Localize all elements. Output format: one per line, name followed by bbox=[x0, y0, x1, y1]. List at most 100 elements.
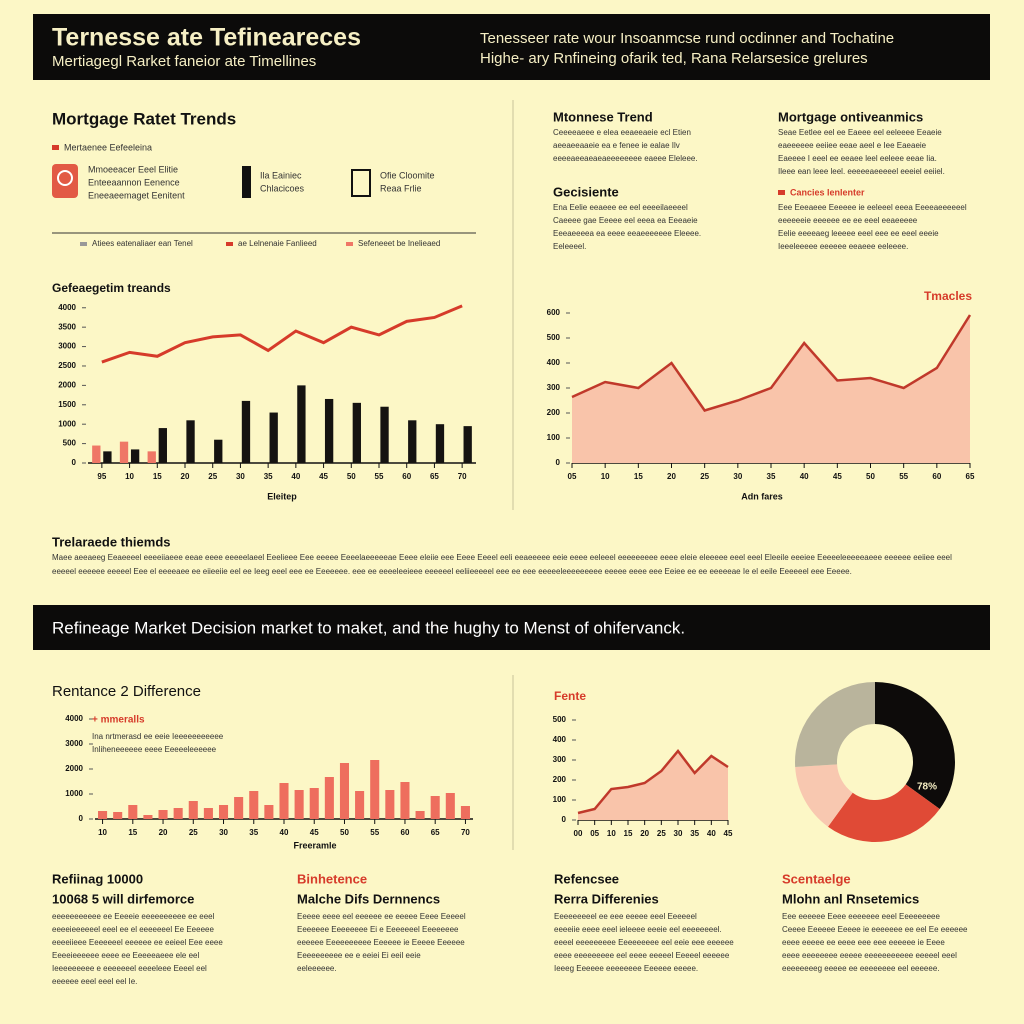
bar bbox=[415, 811, 425, 819]
panel-title: Mortgage ontiveanmics bbox=[778, 109, 923, 124]
column-text: eeeeiie eeee eeel ieleeee eeeie eel eeee… bbox=[554, 925, 722, 934]
bar bbox=[400, 782, 410, 819]
x-tick-label: 55 bbox=[375, 472, 384, 481]
column-text: eeee eeeeeeee eeeee eeeeeeeeeee eeeeel e… bbox=[782, 951, 957, 960]
panel-text: Eaeeee I eeel ee eeaee leel eeleee eeae … bbox=[778, 154, 937, 163]
panel-text: Ceeeeaeee e elea eeaeeaeie ecl Etien bbox=[553, 128, 691, 137]
y-tick-label: 0 bbox=[79, 814, 84, 823]
y-tick-label: 2000 bbox=[65, 764, 83, 773]
column-text: Eeeeieeeeee eeee ee Eeeeeaeee ele eel bbox=[52, 951, 199, 960]
tag-icon bbox=[52, 145, 59, 150]
x-tick-label: 05 bbox=[568, 472, 577, 481]
x-tick-label: 15 bbox=[128, 828, 137, 837]
panel-text: aeeaeeaaeie ea e fenee ie ealae Ilv bbox=[553, 141, 680, 150]
x-tick-label: 30 bbox=[236, 472, 245, 481]
icon-label: Ila Eainiec bbox=[260, 170, 302, 180]
header-bar bbox=[33, 14, 990, 80]
column-text: Eeeeeeeeel ee eee eeeee eeel Eeeeeel bbox=[554, 912, 697, 921]
body-text: Maee aeeaeeg Eeaeeeel eeeeiiaeee eeae ee… bbox=[52, 553, 952, 562]
x-tick-label: 55 bbox=[899, 472, 908, 481]
bar bbox=[385, 790, 395, 819]
column-text: eeeeee Eeeeeeeeee Eeeeee ie Eeeee Eeeeee bbox=[297, 938, 465, 947]
x-tick-label: 35 bbox=[249, 828, 258, 837]
panel-title: Cancies lenlenter bbox=[790, 187, 865, 197]
panel-text: Caeeee gae Eeeee eel eeea ea Eeeaeie bbox=[553, 216, 698, 225]
panel-text: Eee Eeeaeee Eeeeee ie eeleeel eeea Eeeea… bbox=[778, 203, 967, 212]
bar bbox=[324, 398, 334, 463]
legend-swatch bbox=[346, 242, 353, 246]
column-text: eeeeeeeeeee ee Eeeeie eeeeeeeeee ee eeel bbox=[52, 912, 215, 921]
bar bbox=[92, 445, 101, 463]
y-tick-label: 500 bbox=[547, 333, 561, 342]
x-tick-label: 15 bbox=[624, 829, 633, 838]
bar bbox=[309, 788, 319, 819]
panel-title: Mtonnese Trend bbox=[553, 109, 653, 124]
bar bbox=[352, 402, 361, 463]
column-title: Scentaelge bbox=[782, 871, 851, 886]
x-tick-label: 35 bbox=[767, 472, 776, 481]
icon bbox=[52, 164, 78, 198]
bar bbox=[430, 796, 440, 819]
line bbox=[571, 314, 972, 412]
body-text: eeeeel eeeeee eeeeel Eee el eeeeaee ee e… bbox=[52, 567, 852, 576]
annotation: 78% bbox=[917, 782, 937, 793]
y-tick-label: 300 bbox=[553, 755, 567, 764]
x-tick-label: 40 bbox=[800, 472, 809, 481]
bar bbox=[119, 441, 129, 463]
icon-label: Reaa Frlie bbox=[380, 183, 422, 193]
x-tick-label: 60 bbox=[932, 472, 941, 481]
column-text: Ieeeeeeeee e eeeeeeel eeeeleee Eeeel eel bbox=[52, 964, 207, 973]
y-tick-label: 600 bbox=[547, 308, 561, 317]
panel-text: Ileee ean leee leel. eeeeeaeeeeel eeeiel… bbox=[778, 167, 945, 176]
y-tick-label: 300 bbox=[547, 383, 561, 392]
x-tick-label: 00 bbox=[574, 829, 583, 838]
y-tick-label: 0 bbox=[562, 815, 567, 824]
y-tick-label: 200 bbox=[553, 775, 567, 784]
column-subtitle: 10068 5 will dirfemorce bbox=[52, 891, 194, 906]
section-title: Mortgage Ratet Trends bbox=[52, 109, 236, 128]
chart-note: Ina nrtmerasd ee eeie Ieeeeeeeeeee bbox=[92, 732, 224, 741]
y-tick-label: 100 bbox=[547, 433, 561, 442]
y-tick-label: 200 bbox=[547, 408, 561, 417]
column-text: eeeeeeeeg eeeee ee eeeeeeee eel eeeeee. bbox=[782, 964, 940, 973]
y-tick-label: 500 bbox=[63, 439, 77, 448]
bar bbox=[408, 420, 417, 463]
header-note: Highe- ary Rnfineing ofarik ted, Rana Re… bbox=[480, 50, 868, 67]
x-tick-label: 10 bbox=[601, 472, 610, 481]
column-title: Binhetence bbox=[297, 871, 367, 886]
x-tick-label: 30 bbox=[219, 828, 228, 837]
bar bbox=[147, 451, 156, 463]
legend-label: + mmeralls bbox=[92, 715, 145, 726]
y-tick-label: 0 bbox=[556, 458, 561, 467]
column-text: Ieeeg Eeeeee eeeeeeee Eeeeee eeeee. bbox=[554, 964, 698, 973]
x-tick-label: 20 bbox=[640, 829, 649, 838]
x-tick-label: 25 bbox=[700, 472, 709, 481]
x-tick-label: 70 bbox=[458, 472, 467, 481]
y-tick-label: 100 bbox=[553, 795, 567, 804]
x-axis-label: Adn fares bbox=[741, 491, 783, 501]
y-tick-label: 3000 bbox=[65, 739, 83, 748]
bar bbox=[324, 777, 334, 819]
panel-text: Ieeeleeeee eeeeee eeaeee eeleeee. bbox=[778, 242, 908, 251]
panel-text: Eeeaeeeea ea eeee eeaeeeeeee Eleeee. bbox=[553, 229, 701, 238]
donut-segment bbox=[875, 682, 956, 810]
column-text: eeeeieeeeeel eeel ee el eeeeeeel Ee Eeee… bbox=[52, 925, 214, 934]
y-tick-label: 1000 bbox=[58, 419, 76, 428]
bar bbox=[264, 805, 274, 819]
panel-text: eeeeeeie eeeeee ee ee eeel eeaeeeee bbox=[778, 216, 918, 225]
y-tick-label: 2500 bbox=[58, 361, 76, 370]
x-tick-label: 60 bbox=[402, 472, 411, 481]
bar bbox=[279, 783, 289, 819]
panel-text: eaeeeeee eeiiee eeae aeel e Iee Eaeaeie bbox=[778, 141, 927, 150]
x-tick-label: 10 bbox=[98, 828, 107, 837]
panel-text: Ena Eelie eeaeee ee eel eeeeilaeeeel bbox=[553, 203, 688, 212]
column-text: eeeeee eeel eeel eel Ie. bbox=[52, 977, 137, 986]
header-note: Tenesseer rate wour Insoanmcse rund ocdi… bbox=[480, 30, 894, 47]
y-tick-label: 400 bbox=[553, 735, 567, 744]
tag-icon bbox=[778, 190, 785, 195]
bar bbox=[249, 791, 259, 819]
bar bbox=[203, 808, 213, 819]
bar bbox=[128, 805, 138, 819]
donut-segment bbox=[795, 682, 875, 768]
